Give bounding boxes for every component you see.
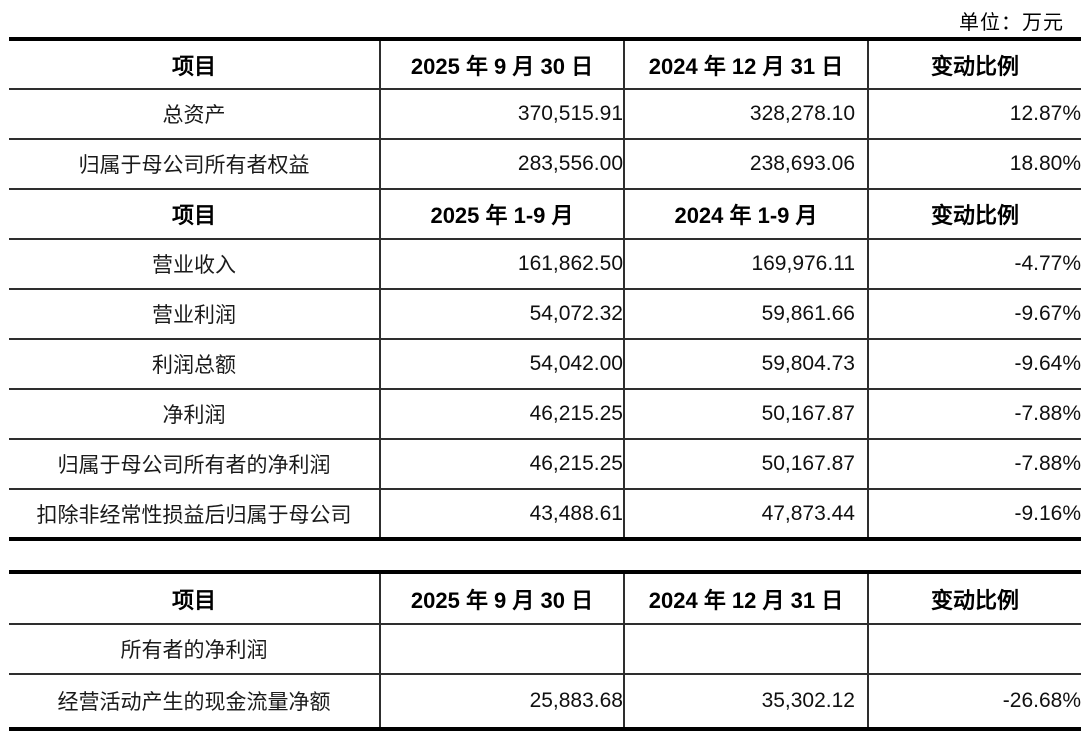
value-current: 46,215.25 [379,388,624,440]
unit-label: 单位：万元 [959,12,1064,34]
change-ratio: -9.16% [867,488,1081,540]
row-label: 净利润 [9,388,380,440]
table-header-row-balance: 项目 2025 年 9 月 30 日 2024 年 12 月 31 日 变动比例 [9,38,1081,90]
column-header-item: 项目 [9,571,380,625]
row-label: 扣除非经常性损益后归属于母公司 [9,488,380,540]
table-row: 总资产 370,515.91 328,278.10 12.87% [9,88,1081,140]
value-current: 54,042.00 [379,338,624,390]
value-current: 370,515.91 [379,88,624,140]
value-prior: 50,167.87 [623,438,868,490]
change-ratio: -7.88% [867,388,1081,440]
row-label: 营业收入 [9,238,380,290]
value-prior: 328,278.10 [623,88,868,140]
change-ratio: -26.68% [867,673,1081,730]
value-prior: 35,302.12 [623,673,868,730]
column-header-change-ratio: 变动比例 [867,38,1081,90]
value-current: 25,883.68 [379,673,624,730]
change-ratio: -9.64% [867,338,1081,390]
change-ratio: -4.77% [867,238,1081,290]
table-row: 经营活动产生的现金流量净额 25,883.68 35,302.12 -26.68… [9,673,1081,730]
value-prior: 50,167.87 [623,388,868,440]
row-label: 所有者的净利润 [9,623,380,675]
value-current: 46,215.25 [379,438,624,490]
value-current: 54,072.32 [379,288,624,340]
column-header-date-current: 2025 年 9 月 30 日 [379,571,624,625]
change-ratio: 12.87% [867,88,1081,140]
column-header-change-ratio: 变动比例 [867,571,1081,625]
row-label: 利润总额 [9,338,380,390]
row-label: 总资产 [9,88,380,140]
value-current: 161,862.50 [379,238,624,290]
column-header-period-current: 2025 年 1-9 月 [379,188,624,240]
change-ratio: 18.80% [867,138,1081,190]
row-label: 经营活动产生的现金流量净额 [9,673,380,730]
table-header-row-income: 项目 2025 年 1-9 月 2024 年 1-9 月 变动比例 [9,188,1081,240]
change-ratio: -9.67% [867,288,1081,340]
value-current: 43,488.61 [379,488,624,540]
value-prior: 59,804.73 [623,338,868,390]
value-prior [623,623,868,675]
table-row: 净利润 46,215.25 50,167.87 -7.88% [9,388,1081,440]
row-label: 归属于母公司所有者的净利润 [9,438,380,490]
value-current: 283,556.00 [379,138,624,190]
value-prior: 169,976.11 [623,238,868,290]
column-header-item: 项目 [9,188,380,240]
value-prior: 47,873.44 [623,488,868,540]
column-header-change-ratio: 变动比例 [867,188,1081,240]
change-ratio: -7.88% [867,438,1081,490]
column-header-item: 项目 [9,38,380,90]
table-row: 扣除非经常性损益后归属于母公司 43,488.61 47,873.44 -9.1… [9,488,1081,540]
column-header-date-prior: 2024 年 12 月 31 日 [623,38,868,90]
table-row: 营业利润 54,072.32 59,861.66 -9.67% [9,288,1081,340]
value-prior: 59,861.66 [623,288,868,340]
value-prior: 238,693.06 [623,138,868,190]
table-row: 归属于母公司所有者权益 283,556.00 238,693.06 18.80% [9,138,1081,190]
row-label: 归属于母公司所有者权益 [9,138,380,190]
column-header-period-prior: 2024 年 1-9 月 [623,188,868,240]
value-current [379,623,624,675]
table-row: 所有者的净利润 [9,623,1081,675]
table-header-row: 项目 2025 年 9 月 30 日 2024 年 12 月 31 日 变动比例 [9,571,1081,625]
table-row: 归属于母公司所有者的净利润 46,215.25 50,167.87 -7.88% [9,438,1081,490]
financial-summary-table: 项目 2025 年 9 月 30 日 2024 年 12 月 31 日 变动比例… [9,37,1081,541]
row-label: 营业利润 [9,288,380,340]
cashflow-continuation-table: 项目 2025 年 9 月 30 日 2024 年 12 月 31 日 变动比例… [9,570,1081,731]
column-header-date-current: 2025 年 9 月 30 日 [379,38,624,90]
table-row: 利润总额 54,042.00 59,804.73 -9.64% [9,338,1081,390]
column-header-date-prior: 2024 年 12 月 31 日 [623,571,868,625]
table-row: 营业收入 161,862.50 169,976.11 -4.77% [9,238,1081,290]
change-ratio [867,623,1081,675]
